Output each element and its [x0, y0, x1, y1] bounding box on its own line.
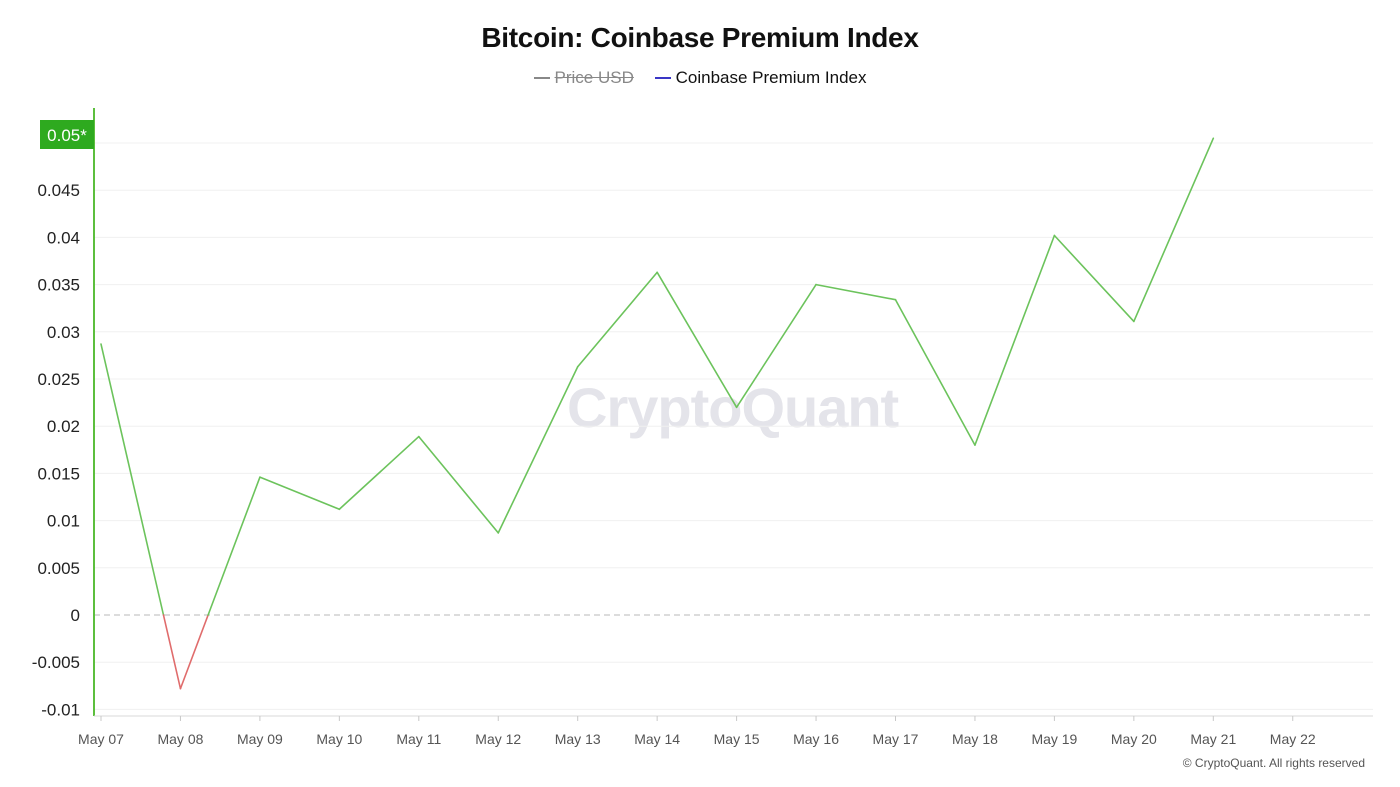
series-segment: [259, 476, 341, 511]
x-tick-label: May 16: [793, 731, 839, 747]
x-tick-label: May 19: [1031, 731, 1077, 747]
y-tick-label: 0: [71, 606, 80, 625]
x-tick-label: May 14: [634, 731, 680, 747]
current-value-label: 0.05*: [47, 126, 87, 145]
copyright-notice: © CryptoQuant. All rights reserved: [1182, 756, 1365, 770]
chart-title: Bitcoin: Coinbase Premium Index: [481, 22, 919, 53]
y-tick-label: 0.03: [47, 323, 80, 342]
series-segment: [1053, 234, 1135, 323]
x-tick-label: May 13: [555, 731, 601, 747]
x-tick-label: May 09: [237, 731, 283, 747]
series-segment: [974, 234, 1056, 446]
series-segment: [179, 614, 209, 690]
series-segment: [162, 614, 182, 690]
y-tick-label: 0.045: [37, 181, 80, 200]
y-tick-label: 0.01: [47, 512, 80, 531]
x-tick-label: May 12: [475, 731, 521, 747]
legend-swatch-coinbase-premium-index: [654, 76, 671, 79]
legend-label-price-usd: Price USD: [554, 68, 634, 87]
x-tick-label: May 08: [157, 731, 203, 747]
series-segment: [735, 283, 817, 409]
y-tick-label: 0.025: [37, 370, 80, 389]
x-tick-label: May 21: [1190, 731, 1236, 747]
legend-swatch-price-usd: [533, 76, 550, 79]
legend-item-coinbase-premium-index[interactable]: Coinbase Premium Index: [654, 68, 867, 88]
current-value-badge: [40, 120, 94, 149]
x-tick-label: May 22: [1270, 731, 1316, 747]
legend-label-coinbase-premium-index: Coinbase Premium Index: [675, 68, 867, 87]
legend-item-price-usd[interactable]: Price USD: [533, 68, 634, 88]
series-segment: [207, 476, 261, 616]
watermark: CryptoQuant: [567, 376, 899, 439]
series-segment: [815, 283, 897, 301]
x-tick-label: May 18: [952, 731, 998, 747]
series-segment: [417, 435, 500, 534]
x-tick-label: May 10: [316, 731, 362, 747]
chart-legend: Price USD Coinbase Premium Index: [0, 68, 1400, 88]
y-tick-label: -0.005: [32, 653, 80, 672]
y-tick-label: -0.01: [41, 700, 80, 719]
y-tick-label: 0.04: [47, 228, 80, 247]
series-segment: [497, 365, 579, 534]
series-segment: [576, 271, 658, 368]
y-tick-label: 0.005: [37, 559, 80, 578]
series-segment: [1133, 137, 1215, 323]
x-tick-label: May 11: [396, 731, 441, 747]
x-tick-label: May 20: [1111, 731, 1157, 747]
x-tick-label: May 17: [873, 731, 919, 747]
y-tick-label: 0.035: [37, 276, 80, 295]
series-segment: [100, 343, 165, 616]
series-segment: [338, 435, 420, 511]
x-tick-label: May 15: [714, 731, 760, 747]
x-tick-label: May 07: [78, 731, 124, 747]
series-segment: [656, 271, 738, 409]
y-tick-label: 0.015: [37, 464, 80, 483]
y-tick-label: 0.02: [47, 417, 80, 436]
series-segment: [894, 298, 976, 446]
